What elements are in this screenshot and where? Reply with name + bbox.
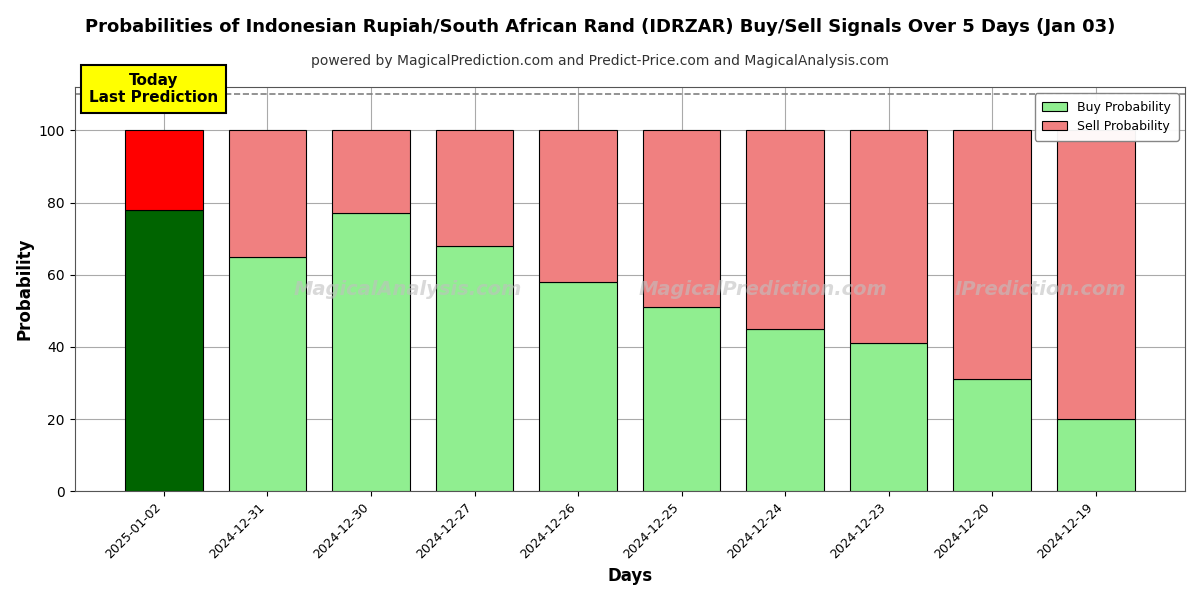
Text: Probabilities of Indonesian Rupiah/South African Rand (IDRZAR) Buy/Sell Signals : Probabilities of Indonesian Rupiah/South… — [85, 18, 1115, 36]
Bar — [1057, 419, 1134, 491]
Bar — [332, 130, 410, 214]
Bar — [643, 130, 720, 307]
Y-axis label: Probability: Probability — [16, 238, 34, 340]
Bar — [643, 307, 720, 491]
Bar — [436, 246, 514, 491]
Bar — [746, 130, 824, 329]
Bar — [850, 343, 928, 491]
Text: powered by MagicalPrediction.com and Predict-Price.com and MagicalAnalysis.com: powered by MagicalPrediction.com and Pre… — [311, 54, 889, 68]
Bar — [125, 130, 203, 210]
Bar — [850, 130, 928, 343]
Bar — [229, 257, 306, 491]
Text: IPrediction.com: IPrediction.com — [955, 280, 1127, 299]
X-axis label: Days: Days — [607, 567, 653, 585]
Bar — [539, 282, 617, 491]
Text: MagicalAnalysis.com: MagicalAnalysis.com — [294, 280, 522, 299]
Bar — [229, 130, 306, 257]
Bar — [953, 379, 1031, 491]
Bar — [332, 214, 410, 491]
Bar — [953, 130, 1031, 379]
Legend: Buy Probability, Sell Probability: Buy Probability, Sell Probability — [1034, 93, 1178, 140]
Bar — [436, 130, 514, 246]
Text: MagicalPrediction.com: MagicalPrediction.com — [638, 280, 888, 299]
Bar — [746, 329, 824, 491]
Bar — [539, 130, 617, 282]
Bar — [125, 210, 203, 491]
Text: Today
Last Prediction: Today Last Prediction — [89, 73, 218, 105]
Bar — [1057, 130, 1134, 419]
